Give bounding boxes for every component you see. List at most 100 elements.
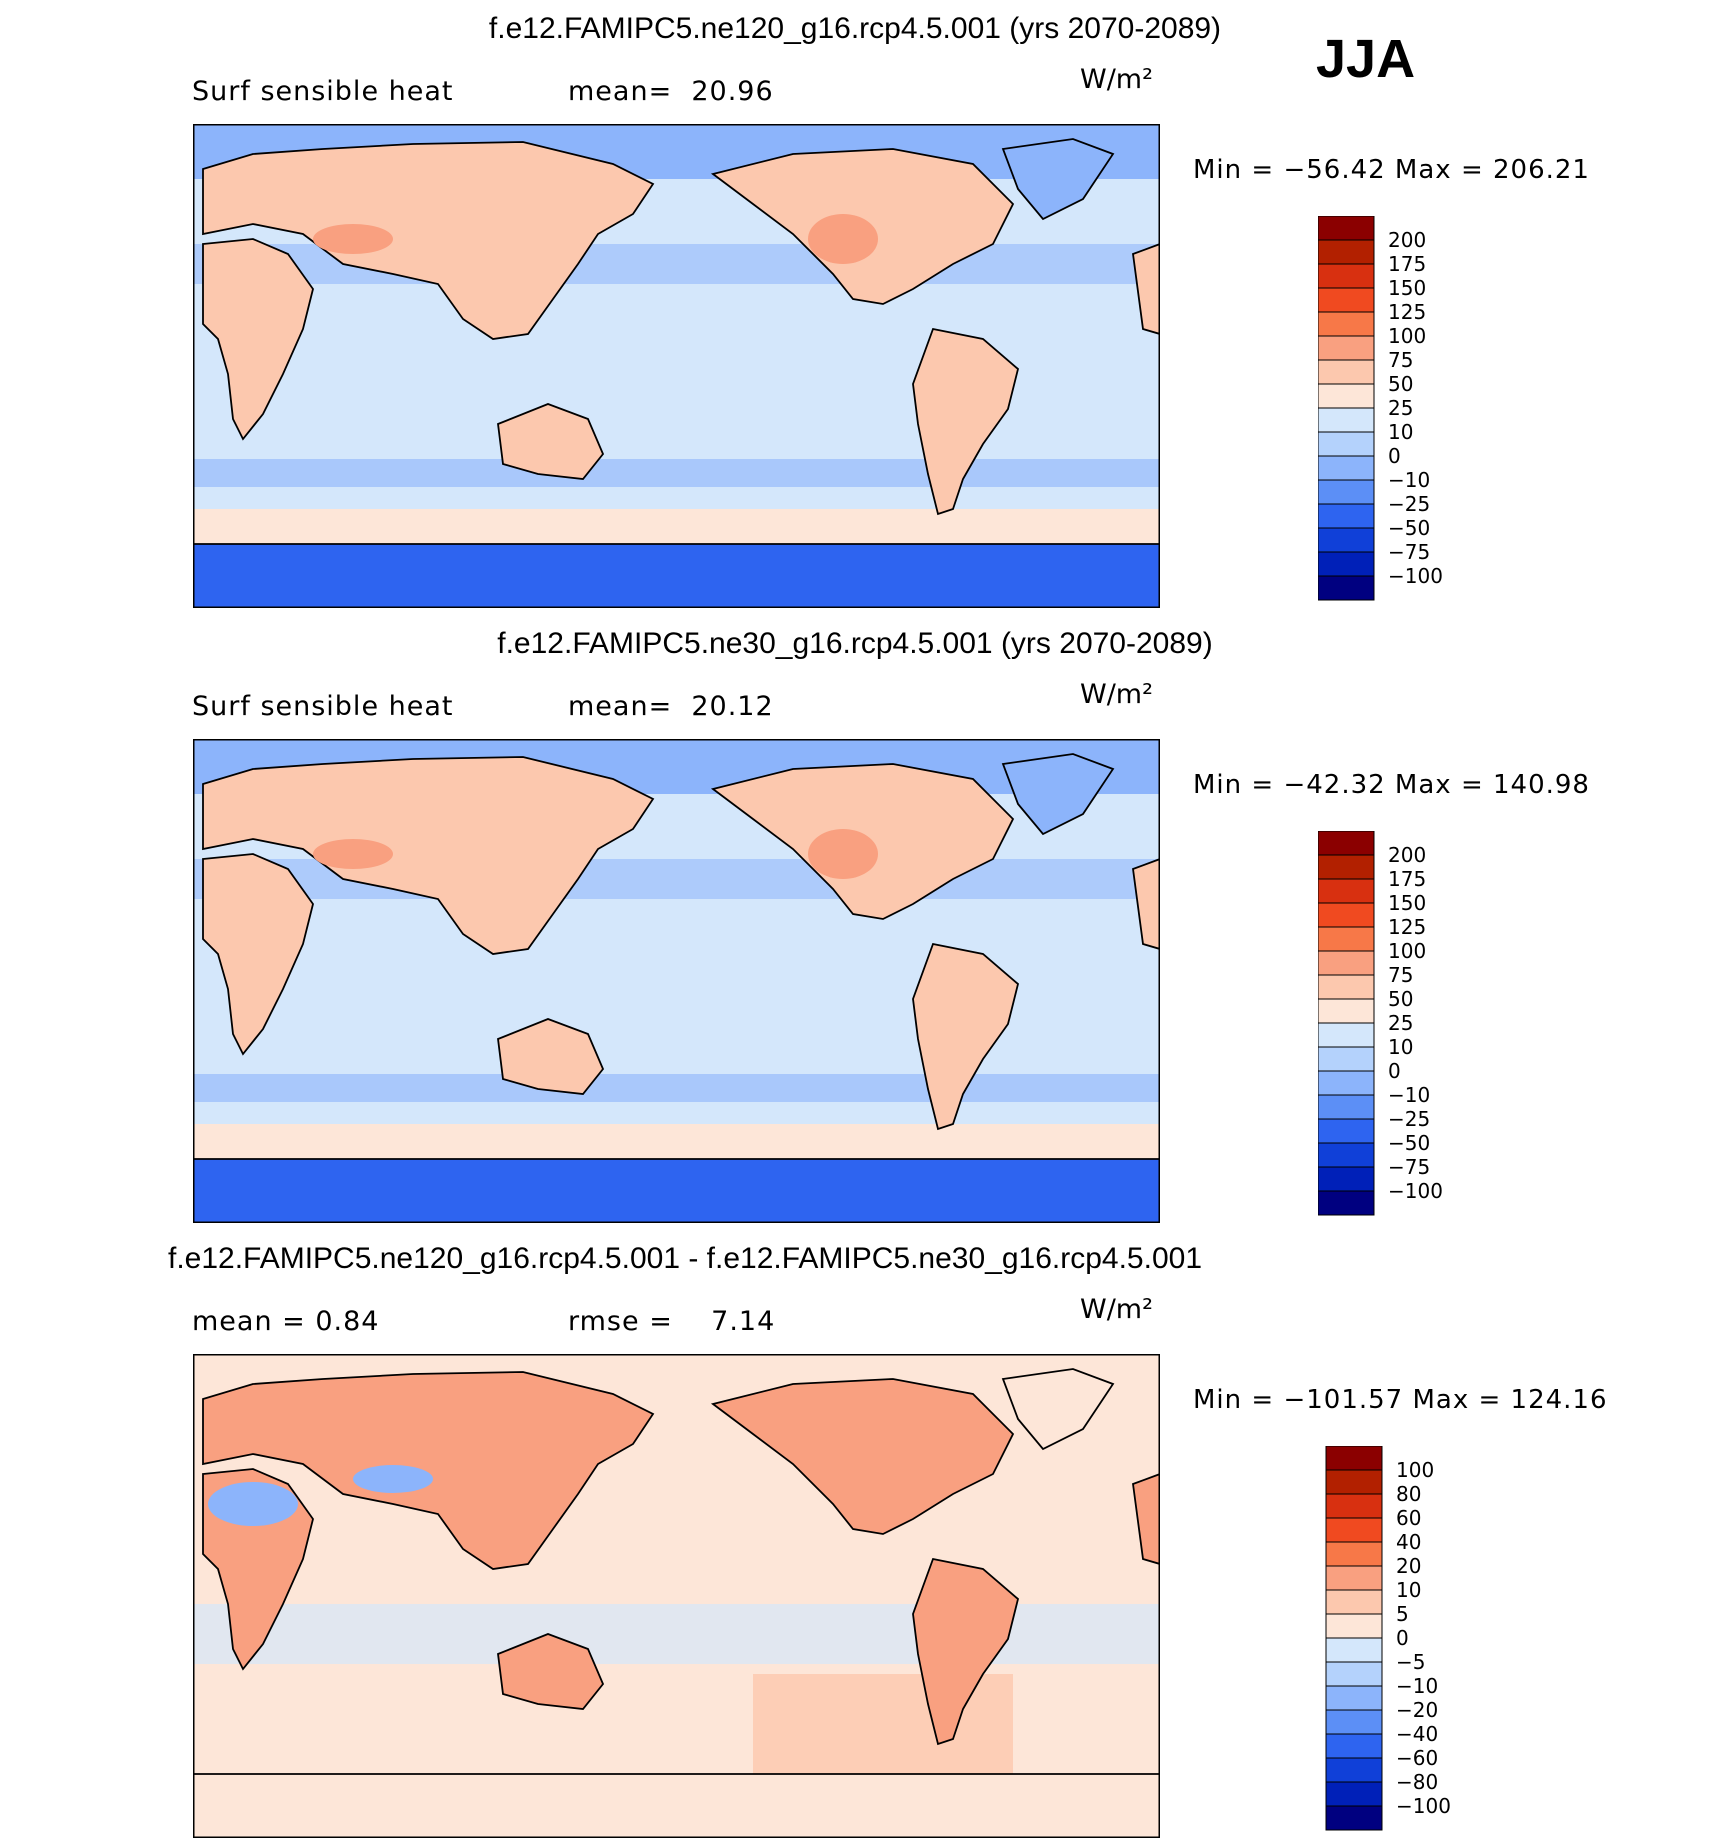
legend-swatch — [1318, 551, 1375, 577]
legend-swatch — [1318, 878, 1375, 904]
map-panel-1: f.e12.FAMIPC5.ne120_g16.rcp4.5.001 (yrs … — [0, 0, 1710, 615]
legend-tick-label: 100 — [1388, 939, 1426, 963]
legend-tick-label: 175 — [1388, 252, 1426, 276]
legend-swatch — [1318, 1118, 1375, 1144]
iberia-landmass — [1132, 1473, 1160, 1565]
legend-swatch — [1325, 1446, 1383, 1471]
legend-swatch — [1325, 1781, 1383, 1807]
legend-tick-label: 10 — [1396, 1578, 1421, 1602]
legend-tick-label: −50 — [1388, 1131, 1430, 1155]
panel-stat-label: mean= 20.96 — [568, 76, 774, 107]
minmax-label: Min = −56.42 Max = 206.21 — [1193, 155, 1590, 185]
legend-swatch — [1325, 1517, 1383, 1543]
legend-tick-label: 100 — [1396, 1458, 1434, 1482]
storm-track-band — [193, 1124, 1160, 1159]
legend-tick-label: 0 — [1388, 1059, 1401, 1083]
legend-tick-label: 150 — [1388, 891, 1426, 915]
iberia-landmass — [1132, 243, 1160, 335]
legend-tick-label: 10 — [1388, 1035, 1413, 1059]
legend-tick-label: −10 — [1388, 1083, 1430, 1107]
africa-landmass — [202, 853, 314, 1056]
greenland-landmass — [1001, 753, 1115, 836]
legend-tick-label: −80 — [1396, 1770, 1438, 1794]
panel-stat-label: rmse = 7.14 — [568, 1306, 776, 1337]
legend-swatch — [1325, 1637, 1383, 1663]
legend-swatch — [1325, 1589, 1383, 1615]
legend-swatch — [1318, 216, 1375, 241]
australia-landmass — [497, 403, 605, 480]
legend-swatch — [1318, 479, 1375, 505]
legend-swatch — [1325, 1757, 1383, 1783]
legend-swatch — [1318, 1046, 1375, 1072]
legend-swatch — [1325, 1661, 1383, 1687]
legend-swatch — [1318, 431, 1375, 457]
legend-swatch — [1318, 575, 1375, 601]
legend-swatch — [1325, 1493, 1383, 1519]
legend-swatch — [1325, 1565, 1383, 1591]
legend-swatch — [1318, 854, 1375, 880]
legend-swatch — [1318, 503, 1375, 529]
legend-swatch — [1325, 1733, 1383, 1759]
legend-tick-label: 100 — [1388, 324, 1426, 348]
panel-stat-label: mean= 20.12 — [568, 691, 774, 722]
units-label: W/m² — [1080, 1294, 1153, 1325]
legend-tick-label: −5 — [1396, 1650, 1425, 1674]
map-frame — [193, 739, 1160, 1223]
legend-swatch — [1318, 335, 1375, 361]
southern-band — [193, 459, 1160, 487]
legend-swatch — [1318, 1070, 1375, 1096]
asia-hotspot — [313, 224, 393, 254]
panel-left-label: Surf sensible heat — [192, 691, 454, 722]
panel-title: f.e12.FAMIPC5.ne120_g16.rcp4.5.001 - f.e… — [167, 1242, 1203, 1275]
antarctica-landmass — [193, 1773, 1160, 1838]
legend-swatch — [1318, 926, 1375, 952]
season-label: JJA — [1316, 29, 1416, 89]
samerica-landmass — [912, 1557, 1020, 1746]
legend-swatch — [1318, 239, 1375, 265]
units-label: W/m² — [1080, 64, 1153, 95]
legend-swatch — [1318, 831, 1375, 856]
legend-swatch — [1318, 1142, 1375, 1168]
legend-swatch — [1318, 287, 1375, 313]
legend-swatch — [1318, 383, 1375, 409]
legend-tick-label: −10 — [1388, 468, 1430, 492]
legend-tick-label: 50 — [1388, 372, 1413, 396]
panel-left-label: mean = 0.84 — [192, 1306, 380, 1337]
legend-swatch — [1318, 455, 1375, 481]
greenland-landmass — [1001, 1368, 1115, 1451]
legend-swatch — [1318, 1094, 1375, 1120]
world-map — [193, 739, 1160, 1223]
legend-swatch — [1318, 1190, 1375, 1216]
legend-swatch — [1325, 1469, 1383, 1495]
legend-swatch — [1318, 974, 1375, 1000]
legend-swatch — [1325, 1805, 1383, 1831]
minmax-label: Min = −101.57 Max = 124.16 — [1193, 1385, 1608, 1415]
legend-tick-label: −25 — [1388, 1107, 1430, 1131]
legend-tick-label: 200 — [1388, 228, 1426, 252]
legend-tick-label: 40 — [1396, 1530, 1421, 1554]
southern-band — [193, 1074, 1160, 1102]
legend-tick-label: 60 — [1396, 1506, 1421, 1530]
legend-tick-label: −100 — [1396, 1794, 1451, 1818]
legend-swatch — [1318, 527, 1375, 553]
eurasia-landmass — [202, 1371, 655, 1570]
legend-tick-label: 150 — [1388, 276, 1426, 300]
units-label: W/m² — [1080, 679, 1153, 710]
minmax-label: Min = −42.32 Max = 140.98 — [1193, 770, 1590, 800]
asia-hotspot — [313, 839, 393, 869]
antarctica-landmass — [193, 1158, 1160, 1223]
legend-tick-label: −100 — [1388, 564, 1443, 588]
legend-tick-label: −10 — [1396, 1674, 1438, 1698]
map-panel-2: f.e12.FAMIPC5.ne30_g16.rcp4.5.001 (yrs 2… — [0, 615, 1710, 1230]
legend-tick-label: −75 — [1388, 1155, 1430, 1179]
map-frame — [193, 1354, 1160, 1838]
panel-left-label: Surf sensible heat — [192, 76, 454, 107]
africa-landmass — [202, 238, 314, 441]
legend-tick-label: 50 — [1388, 987, 1413, 1011]
legend-tick-label: 80 — [1396, 1482, 1421, 1506]
legend-tick-label: 20 — [1396, 1554, 1421, 1578]
asia-negative-region — [353, 1465, 433, 1493]
sahara-negative-region — [208, 1482, 298, 1526]
